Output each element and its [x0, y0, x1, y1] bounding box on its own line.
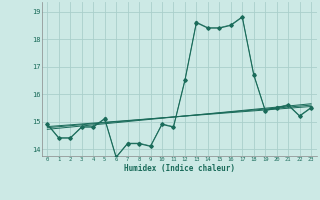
X-axis label: Humidex (Indice chaleur): Humidex (Indice chaleur) [124, 164, 235, 173]
